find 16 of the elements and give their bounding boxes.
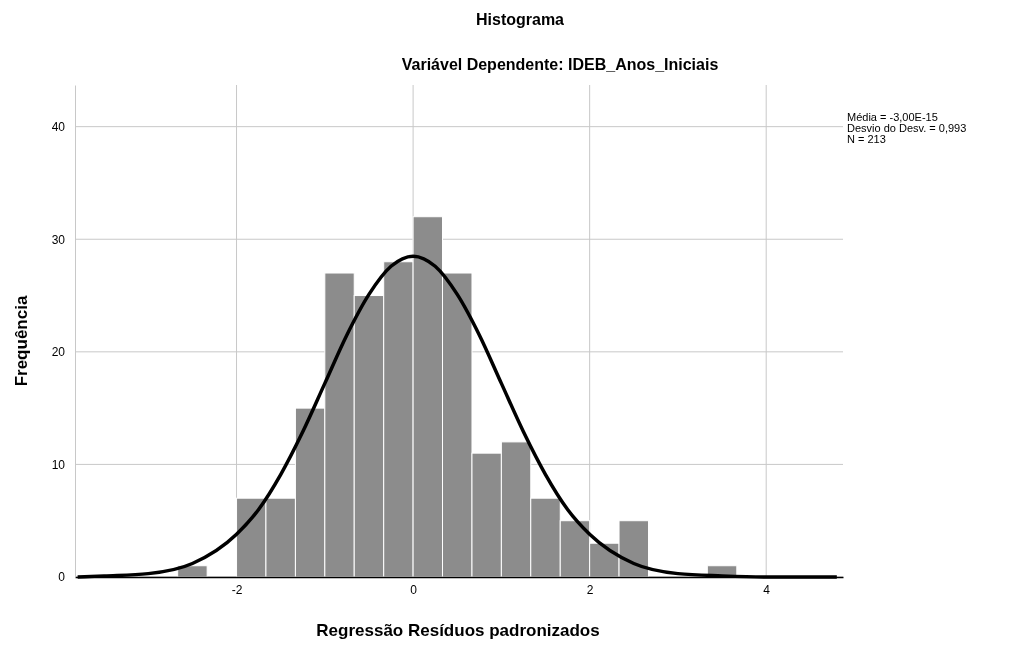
x-axis-title: Regressão Resíduos padronizados [316,621,600,640]
text: Média = -3,00E-15 [847,111,938,123]
y-axis-title: Frequência [12,295,31,387]
chart-title: Histograma [475,11,565,28]
text: Desvio do Desv. = 0,993 [847,122,967,134]
chart-subtitle: Variável Dependente: IDEB_Anos_Iniciais [401,56,719,73]
y-tick-label: 40 [51,120,66,134]
x-tick-label: 4 [763,582,771,597]
text: N = 213 [847,133,886,145]
x-tick-label: 0 [410,582,418,597]
y-tick-label: 10 [51,457,66,472]
y-tick-label: 0 [58,570,66,585]
y-tick-label: 20 [51,345,66,360]
x-tick-label: 2 [586,582,594,597]
y-tick-label: 30 [51,232,66,247]
x-tick-label: -2 [231,582,243,597]
